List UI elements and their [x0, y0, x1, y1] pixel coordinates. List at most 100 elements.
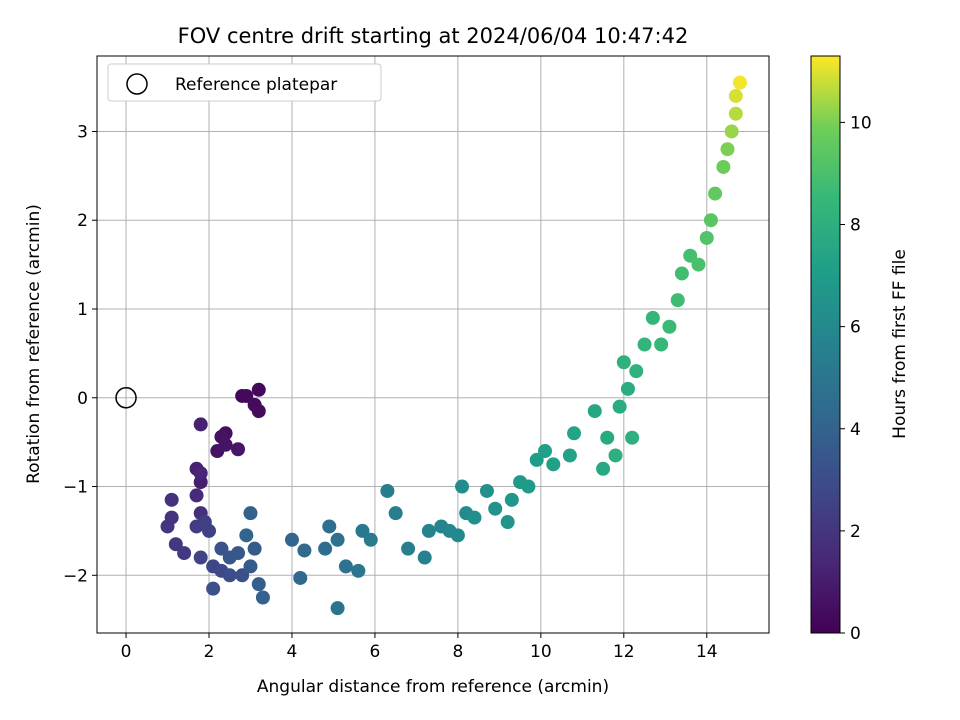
data-point: [683, 248, 698, 263]
data-point: [455, 479, 470, 494]
x-tick-label: 0: [121, 642, 132, 662]
data-point: [467, 510, 482, 525]
data-point: [662, 319, 677, 334]
data-point: [318, 541, 333, 556]
colorbar-gradient: [810, 55, 841, 634]
x-axis-label: Angular distance from reference (arcmin): [257, 677, 609, 697]
data-point: [193, 417, 208, 432]
data-point: [720, 142, 735, 157]
data-point: [351, 563, 366, 578]
data-point: [637, 337, 652, 352]
x-tick-label: 14: [696, 642, 718, 662]
data-point: [193, 550, 208, 565]
data-point: [538, 444, 552, 459]
data-point: [708, 186, 723, 201]
data-point: [608, 448, 623, 463]
data-point: [338, 559, 353, 574]
data-point: [674, 266, 689, 281]
data-point: [206, 581, 221, 596]
data-point: [546, 457, 561, 472]
data-point: [629, 364, 644, 379]
data-point: [625, 430, 640, 445]
data-point: [521, 479, 536, 494]
x-tick-label: 12: [613, 642, 635, 662]
data-point: [724, 124, 739, 139]
legend-marker-reference: [126, 73, 148, 95]
data-point: [231, 442, 246, 457]
y-tick-label: 1: [77, 300, 88, 320]
colorbar-tick-label: 4: [850, 420, 861, 440]
data-point: [596, 461, 611, 476]
data-point: [168, 537, 183, 552]
y-axis-ticks: −2 −1 0 1 2 3: [63, 122, 97, 586]
legend: Reference platepar: [107, 63, 382, 102]
data-point: [189, 488, 204, 503]
y-tick-label: 0: [77, 389, 88, 409]
colorbar: 0 2 4 6 8 10 Hours from first FF file: [810, 55, 910, 644]
data-point: [616, 355, 631, 370]
data-point: [567, 426, 582, 441]
data-point: [160, 519, 175, 534]
x-tick-label: 2: [204, 642, 215, 662]
data-point: [388, 506, 403, 521]
data-point: [193, 466, 208, 481]
x-axis-ticks: 0 2 4 6 8 10 12 14: [121, 633, 718, 662]
data-point: [504, 492, 519, 507]
data-point: [401, 541, 416, 556]
data-point: [612, 399, 627, 414]
data-point: [645, 310, 660, 325]
data-point: [450, 528, 465, 543]
colorbar-tick-label: 8: [850, 216, 861, 236]
data-point: [479, 483, 494, 498]
plot-frame: [96, 55, 770, 634]
data-points: [160, 75, 747, 616]
data-point: [239, 528, 254, 543]
x-tick-label: 8: [452, 642, 463, 662]
colorbar-label: Hours from first FF file: [890, 249, 910, 439]
reference-marker-group: [115, 387, 137, 409]
y-axis-label: Rotation from reference (arcmin): [24, 204, 44, 484]
data-point: [421, 523, 436, 538]
x-tick-label: 6: [370, 642, 381, 662]
data-point: [600, 430, 615, 445]
data-point: [529, 452, 544, 467]
grid: [97, 56, 769, 633]
legend-entry-reference: Reference platepar: [175, 75, 337, 95]
data-point: [251, 577, 266, 592]
data-point: [562, 448, 577, 463]
colorbar-tick-label: 0: [850, 624, 861, 644]
data-point: [488, 501, 503, 516]
data-point: [164, 492, 179, 507]
data-point: [587, 404, 602, 419]
data-point: [500, 515, 515, 530]
data-point: [716, 159, 731, 174]
data-point: [380, 483, 395, 498]
chart-title: FOV centre drift starting at 2024/06/04 …: [178, 24, 689, 48]
data-point: [732, 75, 747, 90]
x-tick-label: 4: [287, 642, 298, 662]
data-point: [214, 541, 229, 556]
data-point: [251, 404, 266, 419]
colorbar-tick-label: 10: [850, 113, 872, 133]
data-point: [243, 506, 258, 521]
data-point: [363, 532, 378, 547]
data-point: [691, 257, 706, 272]
y-tick-label: 2: [77, 211, 88, 231]
data-point: [728, 88, 743, 103]
data-point: [670, 293, 685, 308]
data-point: [322, 519, 337, 534]
data-point: [703, 213, 718, 228]
data-point: [235, 568, 250, 583]
reference-platepar-marker: [115, 387, 137, 409]
data-point: [243, 559, 258, 574]
data-point: [202, 523, 216, 538]
data-point: [620, 381, 635, 396]
colorbar-ticks: 0 2 4 6 8 10: [840, 113, 872, 644]
data-point: [330, 532, 345, 547]
data-point: [297, 543, 312, 558]
data-point: [231, 546, 246, 561]
data-point: [355, 523, 370, 538]
data-point: [654, 337, 669, 352]
colorbar-tick-label: 6: [850, 318, 861, 338]
